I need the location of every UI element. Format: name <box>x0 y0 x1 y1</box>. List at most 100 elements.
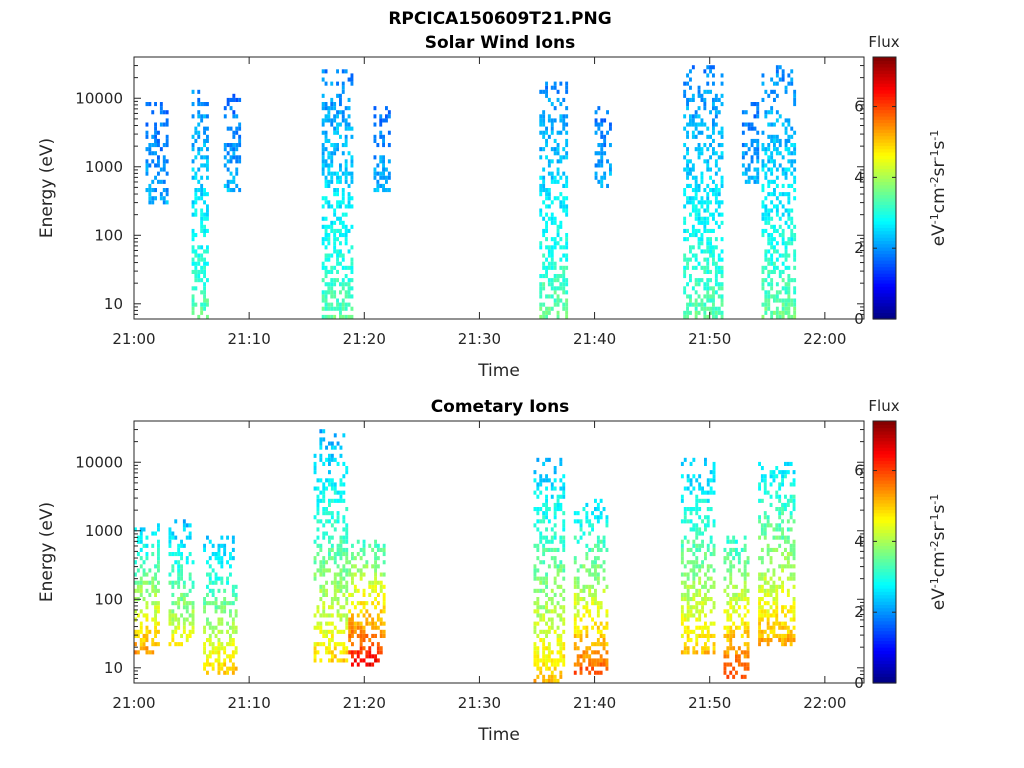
heatmap-cell <box>756 171 760 176</box>
heatmap-cell <box>542 265 546 270</box>
heatmap-cell <box>781 605 784 610</box>
heatmap-cell <box>565 278 569 283</box>
heatmap-cell <box>382 188 385 193</box>
heatmap-cell <box>154 130 157 135</box>
heatmap-cell <box>223 183 227 188</box>
heatmap-cell <box>790 278 794 283</box>
heatmap-cell <box>345 531 349 536</box>
heatmap-cell <box>792 470 796 475</box>
heatmap-cell <box>686 572 690 577</box>
heatmap-cell <box>698 547 702 552</box>
heatmap-cell <box>136 535 140 540</box>
heatmap-cell <box>767 159 771 164</box>
heatmap-cell <box>556 241 560 246</box>
heatmap-cell <box>347 294 351 299</box>
heatmap-cell <box>683 507 687 512</box>
heatmap-cell <box>321 122 325 127</box>
heatmap-cell <box>316 494 320 499</box>
heatmap-cell <box>159 102 163 107</box>
heatmap-cell <box>327 110 331 115</box>
heatmap-cell <box>556 298 560 303</box>
heatmap-cell <box>746 666 750 671</box>
heatmap-cell <box>692 552 696 557</box>
heatmap-cell <box>746 646 750 651</box>
heatmap-cell <box>697 245 701 250</box>
heatmap-cell <box>553 179 557 184</box>
heatmap-cell <box>220 642 224 647</box>
heatmap-cell <box>553 106 557 111</box>
heatmap-cell <box>151 552 155 557</box>
heatmap-cell <box>533 609 537 614</box>
heatmap-cell <box>214 609 218 614</box>
colorbar-segment <box>873 279 896 284</box>
heatmap-cell <box>339 568 343 573</box>
heatmap-cell <box>700 175 704 180</box>
heatmap-cell <box>322 609 326 614</box>
heatmap-cell <box>206 134 209 139</box>
heatmap-cell <box>602 662 606 667</box>
heatmap-cell <box>706 73 710 78</box>
heatmap-cell <box>701 601 704 606</box>
heatmap-cell <box>536 511 540 516</box>
heatmap-cell <box>695 592 699 597</box>
heatmap-cell <box>706 290 710 295</box>
heatmap-cell <box>333 171 337 176</box>
heatmap-cell <box>686 646 690 651</box>
heatmap-cell <box>371 564 375 569</box>
heatmap-cell <box>683 314 687 319</box>
heatmap-cell <box>778 298 782 303</box>
heatmap-cell <box>761 302 765 307</box>
heatmap-cell <box>379 617 383 622</box>
heatmap-cell <box>387 143 391 148</box>
heatmap-cell <box>781 253 785 258</box>
heatmap-cell <box>697 183 701 188</box>
heatmap-cell <box>585 605 589 610</box>
heatmap-cell <box>683 265 687 270</box>
heatmap-cell <box>756 114 760 119</box>
heatmap-cell <box>214 597 218 602</box>
heatmap-cell <box>790 233 794 238</box>
heatmap-cell <box>223 552 227 557</box>
heatmap-cell <box>351 621 354 626</box>
heatmap-cell <box>712 212 715 217</box>
heatmap-cell <box>559 200 563 205</box>
heatmap-cell <box>767 241 771 246</box>
heatmap-cell <box>714 261 718 266</box>
heatmap-cell <box>191 102 195 107</box>
heatmap-cell <box>697 241 701 246</box>
heatmap-cell <box>720 310 724 315</box>
heatmap-cell <box>695 560 699 565</box>
heatmap-cell <box>211 662 215 667</box>
heatmap-cell <box>686 122 689 127</box>
heatmap-cell <box>351 564 354 569</box>
heatmap-cell <box>786 560 790 565</box>
heatmap-cell <box>142 560 146 565</box>
heatmap-cell <box>778 77 782 82</box>
heatmap-cell <box>695 531 699 536</box>
heatmap-cell <box>775 494 779 499</box>
heatmap-cell <box>683 650 687 655</box>
colorbar-segment <box>873 617 896 622</box>
heatmap-cell <box>559 535 563 540</box>
heatmap-cell <box>726 633 730 638</box>
colorbar-segment <box>873 260 896 264</box>
colorbar-segment <box>873 440 896 445</box>
heatmap-cell <box>704 646 707 651</box>
heatmap-cell <box>723 650 727 655</box>
heatmap-cell <box>695 535 699 540</box>
heatmap-cell <box>714 269 718 274</box>
x-axis-label: Time <box>477 725 520 745</box>
heatmap-cell <box>347 265 351 270</box>
colorbar-segment <box>873 148 896 153</box>
heatmap-cell <box>382 159 385 164</box>
heatmap-cell <box>704 601 707 606</box>
heatmap-cell <box>565 155 569 160</box>
colorbar-tick-label: 0 <box>854 674 864 692</box>
heatmap-cell <box>787 196 791 201</box>
heatmap-cell <box>775 547 779 552</box>
heatmap-cell <box>206 584 209 589</box>
heatmap-cell <box>350 224 354 229</box>
heatmap-cell <box>339 552 343 557</box>
heatmap-cell <box>591 617 594 622</box>
heatmap-cell <box>151 110 155 115</box>
